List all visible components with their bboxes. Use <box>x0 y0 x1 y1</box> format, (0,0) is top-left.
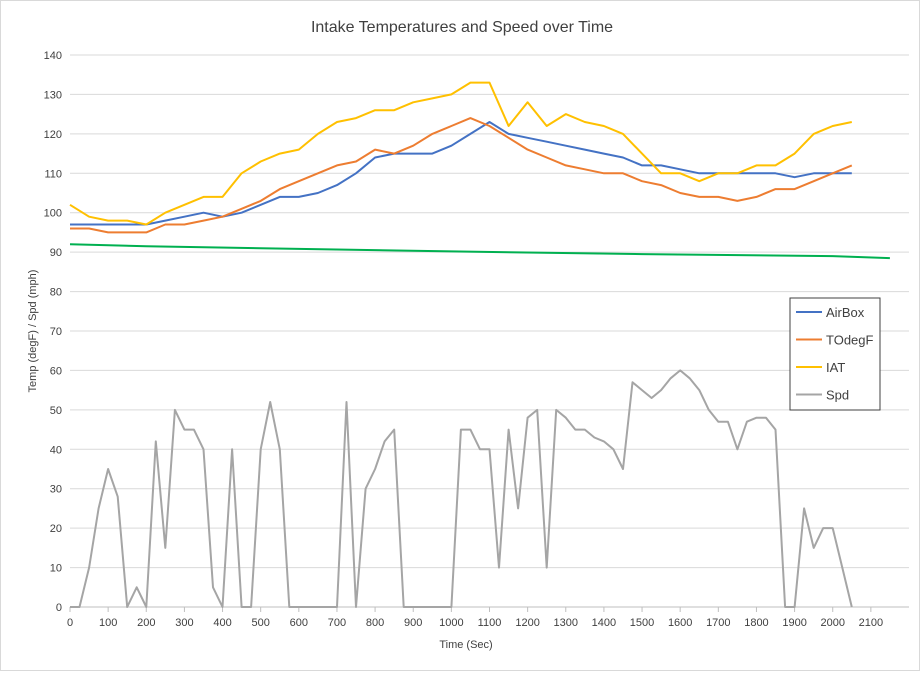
y-tick-label: 90 <box>50 247 62 259</box>
y-tick-label: 10 <box>50 563 62 575</box>
y-tick-label: 40 <box>50 444 62 456</box>
x-tick-label: 1200 <box>515 617 539 629</box>
y-tick-label: 70 <box>50 326 62 338</box>
legend-label: AirBox <box>826 305 865 320</box>
y-tick-label: 60 <box>50 365 62 377</box>
x-tick-label: 200 <box>137 617 155 629</box>
x-tick-label: 1600 <box>668 617 692 629</box>
series-line <box>69 243 890 260</box>
x-tick-label: 600 <box>290 617 308 629</box>
y-tick-label: 80 <box>50 287 62 299</box>
x-axis-label: Time (Sec) <box>439 639 492 651</box>
x-tick-label: 100 <box>99 617 117 629</box>
x-tick-label: 2100 <box>859 617 883 629</box>
x-tick-label: 300 <box>175 617 193 629</box>
legend-label: IAT <box>826 360 845 375</box>
x-tick-label: 900 <box>404 617 422 629</box>
y-tick-label: 130 <box>44 89 62 101</box>
chart-title: Intake Temperatures and Speed over Time <box>311 19 613 36</box>
legend-label: Spd <box>826 388 849 403</box>
x-tick-label: 700 <box>328 617 346 629</box>
x-tick-label: 1400 <box>592 617 616 629</box>
x-tick-label: 500 <box>252 617 270 629</box>
x-tick-label: 2000 <box>820 617 844 629</box>
x-tick-label: 1000 <box>439 617 463 629</box>
y-axis-label: Temp (degF) / Spd (mph) <box>27 270 39 393</box>
series-line <box>70 369 853 608</box>
y-tick-label: 50 <box>50 405 62 417</box>
y-tick-label: 110 <box>44 168 62 180</box>
y-tick-label: 120 <box>44 129 62 141</box>
y-tick-label: 100 <box>44 208 62 220</box>
y-tick-label: 30 <box>50 484 62 496</box>
x-tick-label: 0 <box>67 617 73 629</box>
y-tick-label: 20 <box>50 523 62 535</box>
x-tick-label: 1900 <box>782 617 806 629</box>
x-tick-label: 1500 <box>630 617 654 629</box>
y-tick-label: 0 <box>56 602 62 614</box>
x-tick-label: 1700 <box>706 617 730 629</box>
x-tick-label: 1100 <box>478 617 502 629</box>
series-line <box>70 117 853 234</box>
legend-label: TOdegF <box>826 333 874 348</box>
x-tick-label: 1300 <box>554 617 578 629</box>
legend-box <box>789 297 881 411</box>
series-line <box>69 81 853 226</box>
x-tick-label: 1800 <box>744 617 768 629</box>
y-tick-label: 140 <box>44 50 62 62</box>
x-tick-label: 800 <box>366 617 384 629</box>
x-tick-label: 400 <box>213 617 231 629</box>
